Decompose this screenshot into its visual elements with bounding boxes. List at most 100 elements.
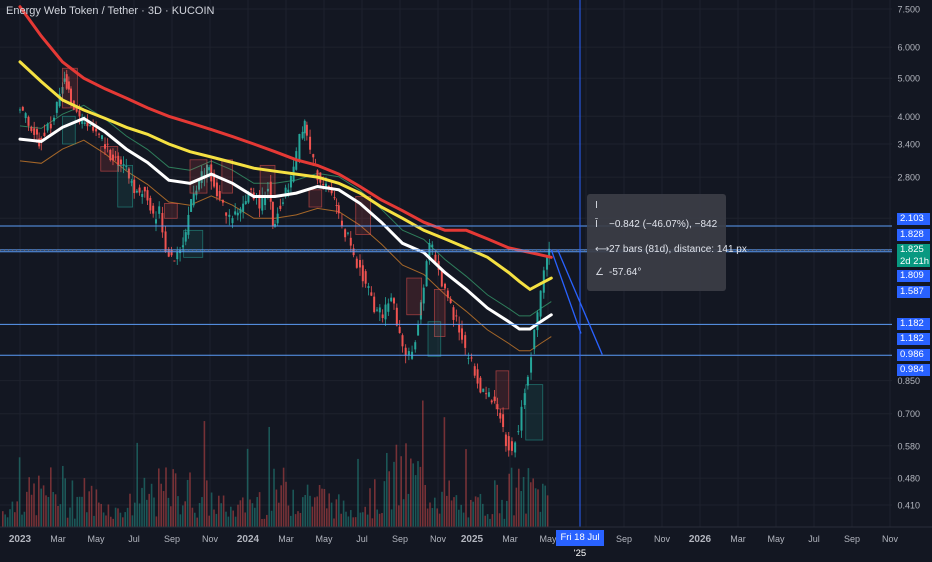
volume-bar: [515, 487, 518, 527]
candle-body: [65, 74, 68, 89]
volume-bar: [311, 506, 314, 527]
x-axis-label: Mar: [730, 534, 746, 544]
volume-bar: [376, 509, 378, 527]
volume-bar: [76, 496, 78, 527]
volume-bar: [448, 480, 450, 527]
volume-bar: [309, 495, 311, 527]
volume-bar: [9, 509, 11, 527]
volume-bar: [208, 515, 210, 527]
volume-bar: [354, 517, 357, 527]
candle-body: [316, 170, 319, 181]
candle-body: [340, 220, 343, 226]
candle-body: [417, 324, 420, 336]
channel-line: [550, 249, 582, 334]
candle-body: [309, 136, 312, 150]
candle-body: [533, 329, 536, 350]
candle-body: [261, 195, 264, 211]
volume-bar: [525, 513, 527, 527]
volume-bar: [431, 508, 434, 527]
volume-bar: [98, 502, 100, 527]
volume-bar: [532, 478, 534, 527]
volume-bar: [153, 497, 155, 527]
x-axis-label: 2024: [237, 534, 260, 545]
volume-bar: [359, 512, 362, 527]
y-axis-label: 7.500: [897, 5, 920, 15]
candle-body: [303, 120, 306, 134]
candle-body: [349, 237, 352, 246]
candle-body: [138, 187, 141, 193]
volume-bar: [275, 489, 278, 527]
candle-body: [24, 113, 27, 119]
volume-bar: [299, 512, 302, 527]
candle-body: [266, 188, 269, 192]
volume-bar: [460, 504, 462, 527]
candle-body: [106, 143, 109, 145]
volume-bar: [390, 509, 393, 527]
candle-body: [485, 393, 488, 395]
candle-body: [467, 357, 470, 359]
volume-bar: [287, 505, 290, 527]
volume-bar: [57, 505, 59, 527]
candle-body: [130, 181, 133, 183]
volume-bar: [302, 497, 304, 527]
volume-bar: [441, 491, 443, 527]
price-chart[interactable]: 7.5006.0005.0004.0003.4002.8002.2000.850…: [0, 0, 932, 550]
measure-tooltip: I Ī −0.842 (−46.07%), −842 ⟷27 bars (81d)…: [587, 194, 747, 291]
candle-body: [122, 164, 125, 166]
candle-body: [390, 297, 393, 302]
volume-bar: [206, 480, 208, 527]
volume-bar: [141, 487, 143, 527]
candle-body: [373, 296, 376, 313]
candle-body: [53, 117, 55, 122]
volume-bar: [50, 467, 52, 527]
volume-bar: [402, 499, 405, 527]
volume-bar: [107, 504, 110, 527]
candle-body: [271, 201, 274, 226]
candle-body: [530, 357, 533, 373]
candle-body: [43, 132, 46, 137]
volume-bar: [47, 497, 50, 527]
candle-body: [119, 159, 122, 165]
volume-bar: [124, 512, 126, 527]
volume-bar: [64, 478, 66, 527]
volume-bar: [522, 477, 525, 527]
volume-bar: [518, 468, 520, 527]
candle-body: [404, 347, 407, 356]
x-axis-label: Nov: [202, 534, 219, 544]
volume-bar: [201, 497, 203, 527]
candle-body: [198, 180, 201, 190]
candle-body: [434, 254, 437, 262]
candle-body: [487, 392, 490, 397]
candle-body: [83, 122, 86, 124]
volume-bar: [117, 508, 119, 527]
volume-bar: [112, 518, 114, 527]
candle-body: [444, 283, 446, 289]
candle-body: [184, 232, 187, 242]
volume-bar: [285, 481, 287, 527]
candle-body: [247, 194, 250, 203]
volume-bar: [472, 501, 474, 527]
volume-bar: [527, 468, 530, 527]
candle-body: [21, 107, 24, 111]
volume-bar: [270, 510, 273, 527]
x-axis-label: Sep: [844, 534, 860, 544]
bars-range-icon: ⟷: [595, 244, 610, 255]
x-axis-label: May: [539, 534, 557, 544]
candle-body: [70, 88, 72, 105]
x-axis-label: May: [87, 534, 105, 544]
zone-box: [183, 229, 204, 258]
volume-bar: [290, 515, 292, 527]
volume-bar: [210, 492, 213, 527]
volume-bar: [369, 488, 371, 527]
volume-bar: [333, 518, 335, 527]
volume-bar: [102, 512, 105, 527]
volume-bar: [110, 516, 112, 527]
volume-bar: [520, 491, 522, 527]
volume-bar: [155, 516, 158, 527]
candle-body: [95, 128, 98, 132]
volume-bar: [66, 517, 69, 527]
candle-body: [218, 191, 221, 199]
volume-bar: [90, 485, 93, 527]
volume-bar: [318, 484, 321, 527]
volume-bar: [254, 507, 256, 527]
